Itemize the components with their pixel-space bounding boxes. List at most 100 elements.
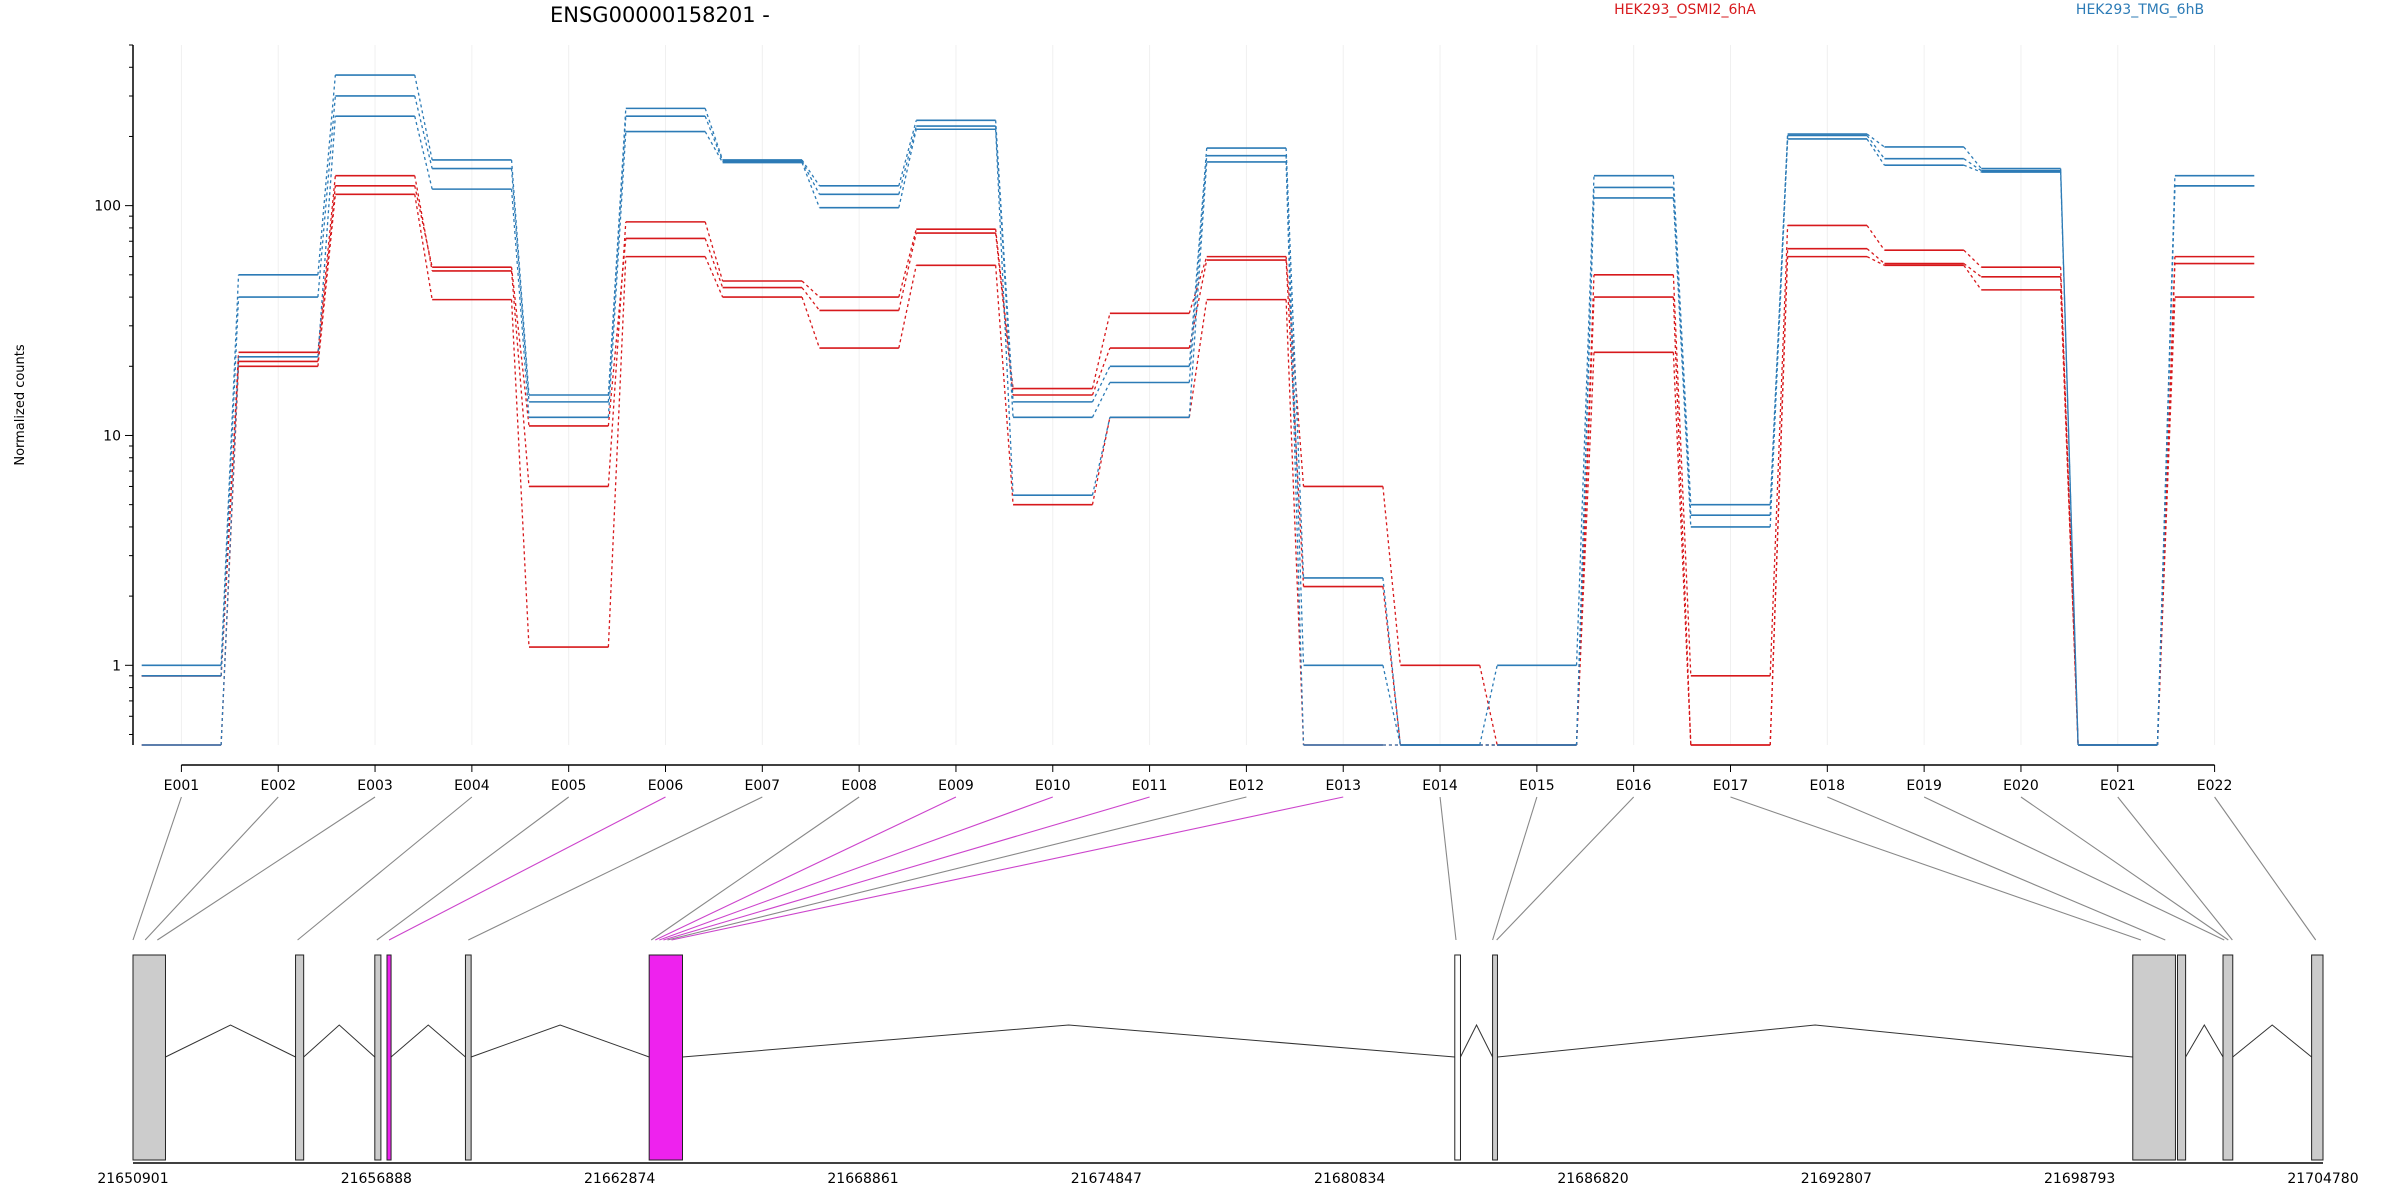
data-connector	[704, 256, 724, 298]
genomic-tick-label: 21674847	[1071, 1171, 1142, 1187]
data-connector	[2156, 185, 2176, 746]
data-connector	[801, 287, 820, 311]
bin-connector-line	[2117, 796, 2233, 941]
data-connector	[1188, 256, 1208, 314]
data-connector	[995, 265, 1014, 505]
data-connector	[995, 120, 1014, 402]
data-connector	[1963, 146, 1982, 169]
bin-connector-line	[388, 796, 666, 941]
data-connector	[317, 116, 336, 357]
data-connector	[801, 159, 820, 187]
data-connector	[801, 296, 821, 349]
data-connector	[1188, 161, 1208, 418]
data-connector	[1672, 274, 1692, 676]
data-connector	[995, 126, 1014, 418]
gene-model	[132, 954, 2324, 1161]
data-connector	[1769, 138, 1789, 527]
data-connector	[898, 265, 917, 349]
exon-block	[648, 954, 684, 1161]
data-connector	[1091, 417, 1111, 505]
exon-block	[1492, 954, 1498, 1161]
intron-line	[1497, 1024, 2133, 1058]
exon-block	[2132, 954, 2176, 1161]
bin-connector-line	[157, 796, 376, 941]
data-connector	[1382, 577, 1401, 746]
x-tick-label: E022	[2197, 778, 2233, 794]
y-axis: 1 10 100	[94, 44, 134, 745]
x-tick-label: E010	[1035, 778, 1071, 794]
genomic-tick-label: 21698793	[2044, 1171, 2115, 1187]
data-connector	[1866, 133, 1885, 148]
bin-connector-line	[468, 796, 763, 941]
exon-block	[295, 954, 305, 1161]
data-connector	[1575, 175, 1595, 666]
genomic-tick-label: 21680834	[1314, 1171, 1385, 1187]
genomic-tick-label: 21656888	[341, 1171, 412, 1187]
data-connector	[898, 129, 917, 208]
data-connector	[414, 185, 433, 268]
exon-block	[132, 954, 166, 1161]
bin-connector-line	[1492, 796, 1538, 941]
data-connector	[220, 356, 240, 746]
x-tick-label: E011	[1132, 778, 1168, 794]
bin-connector-line	[655, 796, 957, 941]
genomic-tick-label: 21650901	[97, 1171, 168, 1187]
data-connector	[704, 238, 724, 288]
exon-block	[464, 954, 472, 1161]
x-tick-label: E019	[1906, 778, 1942, 794]
data-connector	[898, 125, 917, 195]
x-tick-label: E018	[1810, 778, 1846, 794]
data-connector	[1963, 249, 1982, 268]
data-connector	[220, 297, 240, 676]
legend-entry: HEK293_OSMI2_6hA	[1614, 2, 1756, 18]
x-tick-label: E009	[938, 778, 974, 794]
chart-title: ENSG00000158201 -	[550, 3, 770, 27]
x-tick-label: E002	[260, 778, 296, 794]
data-connector	[1963, 264, 1982, 291]
data-connector	[1672, 352, 1692, 746]
bin-connector-line	[376, 796, 570, 941]
bin-connector-line	[650, 796, 860, 941]
x-tick-label: E008	[841, 778, 877, 794]
data-connector	[1285, 259, 1305, 587]
data-connector	[1479, 665, 1498, 746]
x-tick-label: E005	[551, 778, 587, 794]
intron-line	[470, 1024, 650, 1058]
grid-lines	[180, 45, 2216, 745]
data-connector	[317, 74, 336, 275]
data-connector	[607, 256, 627, 648]
bin-connector-line	[297, 796, 473, 941]
data-connector	[1382, 586, 1401, 746]
data-connector	[1091, 313, 1111, 389]
data-connector	[220, 274, 240, 666]
bin-connector-line	[659, 796, 1053, 941]
intron-line	[165, 1024, 296, 1058]
data-connector	[1285, 155, 1305, 666]
data-connector	[607, 221, 627, 487]
data-connector	[898, 232, 917, 311]
data-connector	[1382, 486, 1401, 666]
data-connector	[1866, 138, 1885, 166]
x-tick-label: E015	[1519, 778, 1555, 794]
exon-block	[1454, 954, 1461, 1161]
x-tick-label: E014	[1422, 778, 1458, 794]
x-tick-label: E021	[2100, 778, 2136, 794]
data-connector	[1285, 299, 1305, 746]
x-tick-label: E007	[745, 778, 781, 794]
data-connector	[1575, 197, 1595, 746]
data-connector	[1188, 155, 1208, 383]
data-connector	[1091, 347, 1111, 396]
data-connector	[1285, 148, 1305, 578]
data-connector	[1091, 382, 1111, 418]
y-tick-label: 1	[112, 658, 121, 674]
bin-connector-line	[1730, 796, 2142, 941]
series-line	[141, 115, 2255, 746]
exon-block	[2176, 954, 2187, 1161]
x-tick-label: E012	[1229, 778, 1265, 794]
x-tick-label: E016	[1616, 778, 1652, 794]
bin-connector-line	[663, 796, 1150, 941]
genomic-axis: 21650901 21656888 21662874 21668861 21674847…	[97, 1162, 2359, 1187]
data-connector	[1672, 197, 1692, 527]
data-connector	[414, 175, 433, 272]
